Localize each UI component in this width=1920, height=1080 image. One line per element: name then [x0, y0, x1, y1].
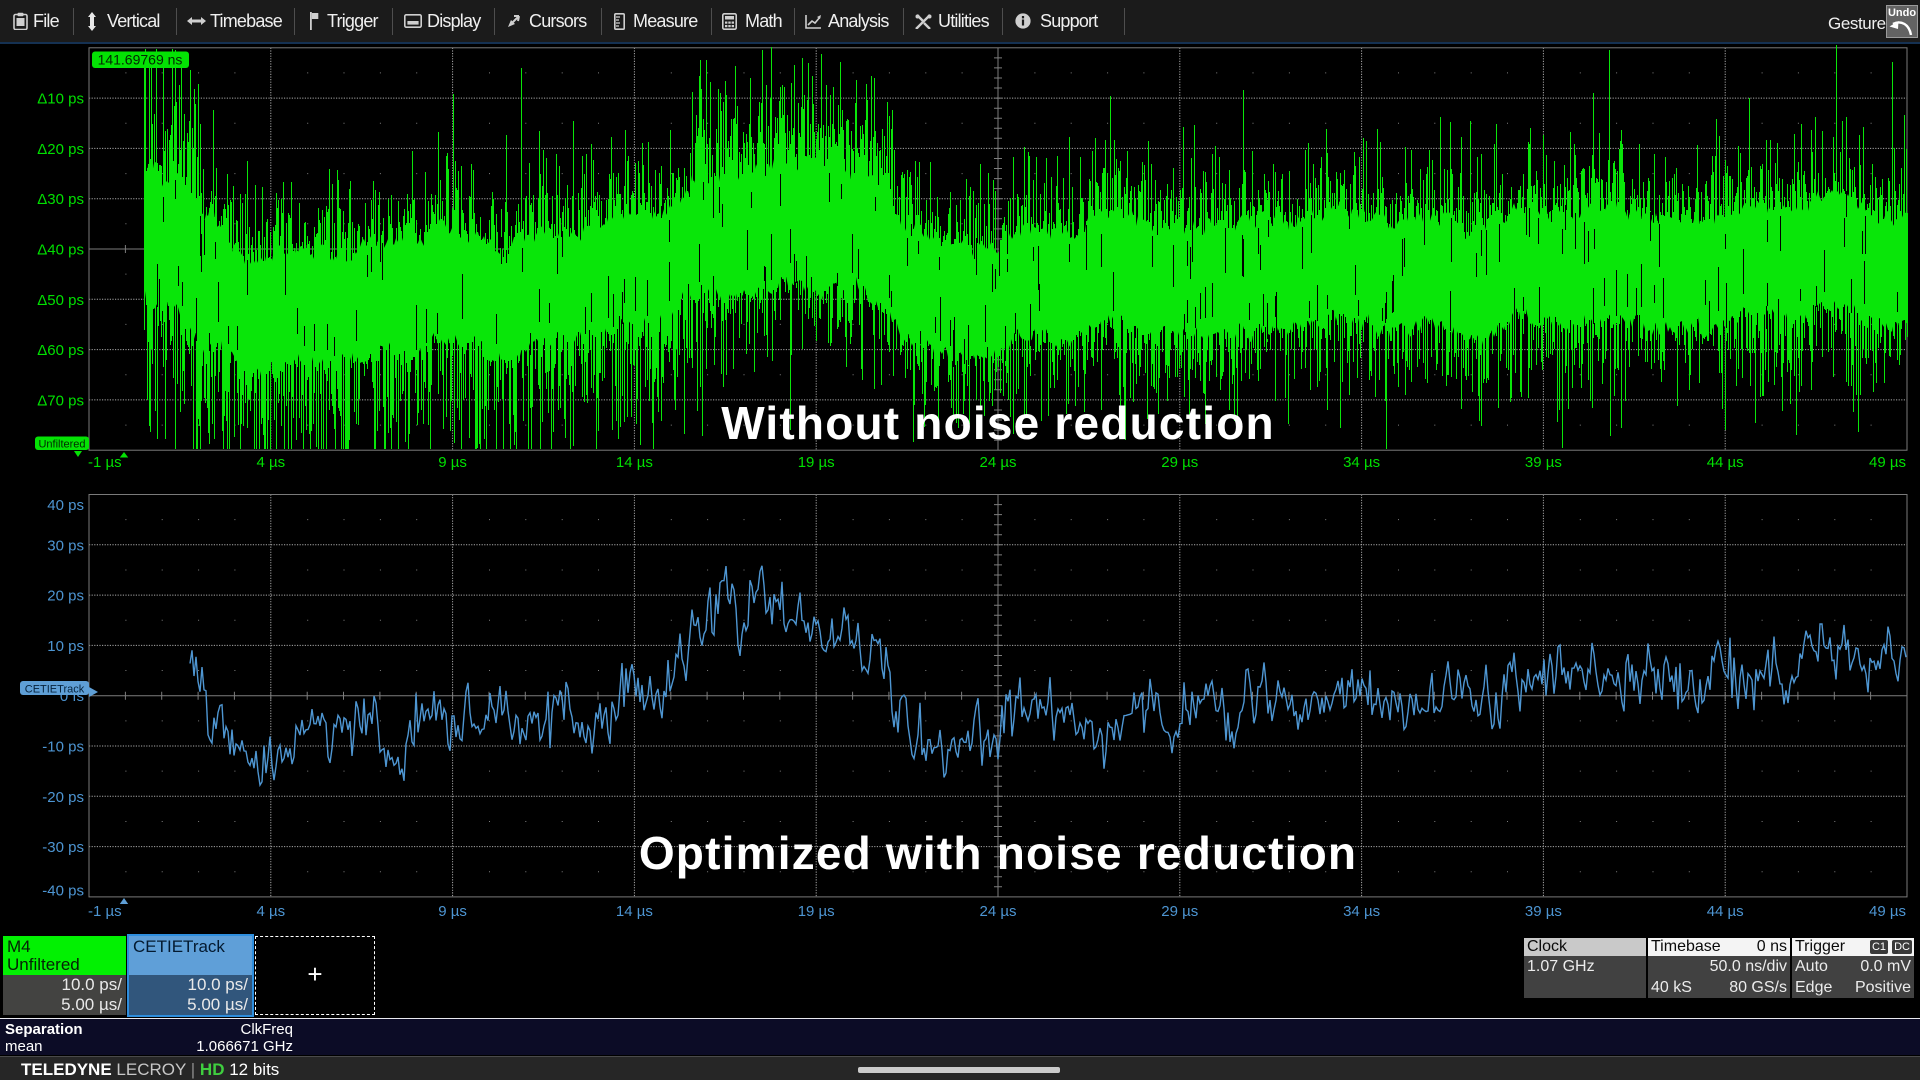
svg-text:Δ50 ps: Δ50 ps [37, 292, 84, 309]
svg-text:9 µs: 9 µs [438, 903, 467, 920]
svg-text:39 µs: 39 µs [1525, 903, 1562, 920]
svg-text:4 µs: 4 µs [256, 454, 285, 471]
svg-text:-40 ps: -40 ps [42, 882, 84, 899]
svg-text:Δ60 ps: Δ60 ps [37, 342, 84, 359]
svg-text:29 µs: 29 µs [1161, 903, 1198, 920]
svg-text:141.69769 ns: 141.69769 ns [98, 52, 183, 68]
svg-text:10 ps: 10 ps [47, 638, 84, 655]
svg-text:-1 µs: -1 µs [88, 454, 122, 471]
svg-text:34 µs: 34 µs [1343, 454, 1380, 471]
svg-text:24 µs: 24 µs [980, 454, 1017, 471]
svg-text:-30 ps: -30 ps [42, 839, 84, 856]
svg-text:Δ70 ps: Δ70 ps [37, 392, 84, 409]
svg-text:Δ20 ps: Δ20 ps [37, 141, 84, 158]
svg-text:Δ40 ps: Δ40 ps [37, 242, 84, 259]
svg-text:49 µs: 49 µs [1869, 903, 1906, 920]
svg-text:Δ10 ps: Δ10 ps [37, 91, 84, 108]
svg-text:9 µs: 9 µs [438, 454, 467, 471]
svg-text:19 µs: 19 µs [798, 903, 835, 920]
svg-text:40 ps: 40 ps [47, 497, 84, 514]
svg-text:-10 ps: -10 ps [42, 739, 84, 756]
svg-text:29 µs: 29 µs [1161, 454, 1198, 471]
svg-text:-20 ps: -20 ps [42, 789, 84, 806]
svg-text:24 µs: 24 µs [980, 903, 1017, 920]
svg-text:19 µs: 19 µs [798, 454, 835, 471]
svg-text:30 ps: 30 ps [47, 537, 84, 554]
svg-text:Unfiltered: Unfiltered [38, 439, 85, 451]
svg-text:4 µs: 4 µs [256, 903, 285, 920]
svg-text:CETIETrack: CETIETrack [25, 684, 85, 696]
svg-text:-1 µs: -1 µs [88, 903, 122, 920]
svg-text:34 µs: 34 µs [1343, 903, 1380, 920]
svg-text:44 µs: 44 µs [1707, 454, 1744, 471]
svg-text:39 µs: 39 µs [1525, 454, 1562, 471]
svg-text:14 µs: 14 µs [616, 454, 653, 471]
svg-text:Δ30 ps: Δ30 ps [37, 191, 84, 208]
svg-text:49 µs: 49 µs [1869, 454, 1906, 471]
svg-text:44 µs: 44 µs [1707, 903, 1744, 920]
svg-text:20 ps: 20 ps [47, 588, 84, 605]
svg-text:14 µs: 14 µs [616, 903, 653, 920]
